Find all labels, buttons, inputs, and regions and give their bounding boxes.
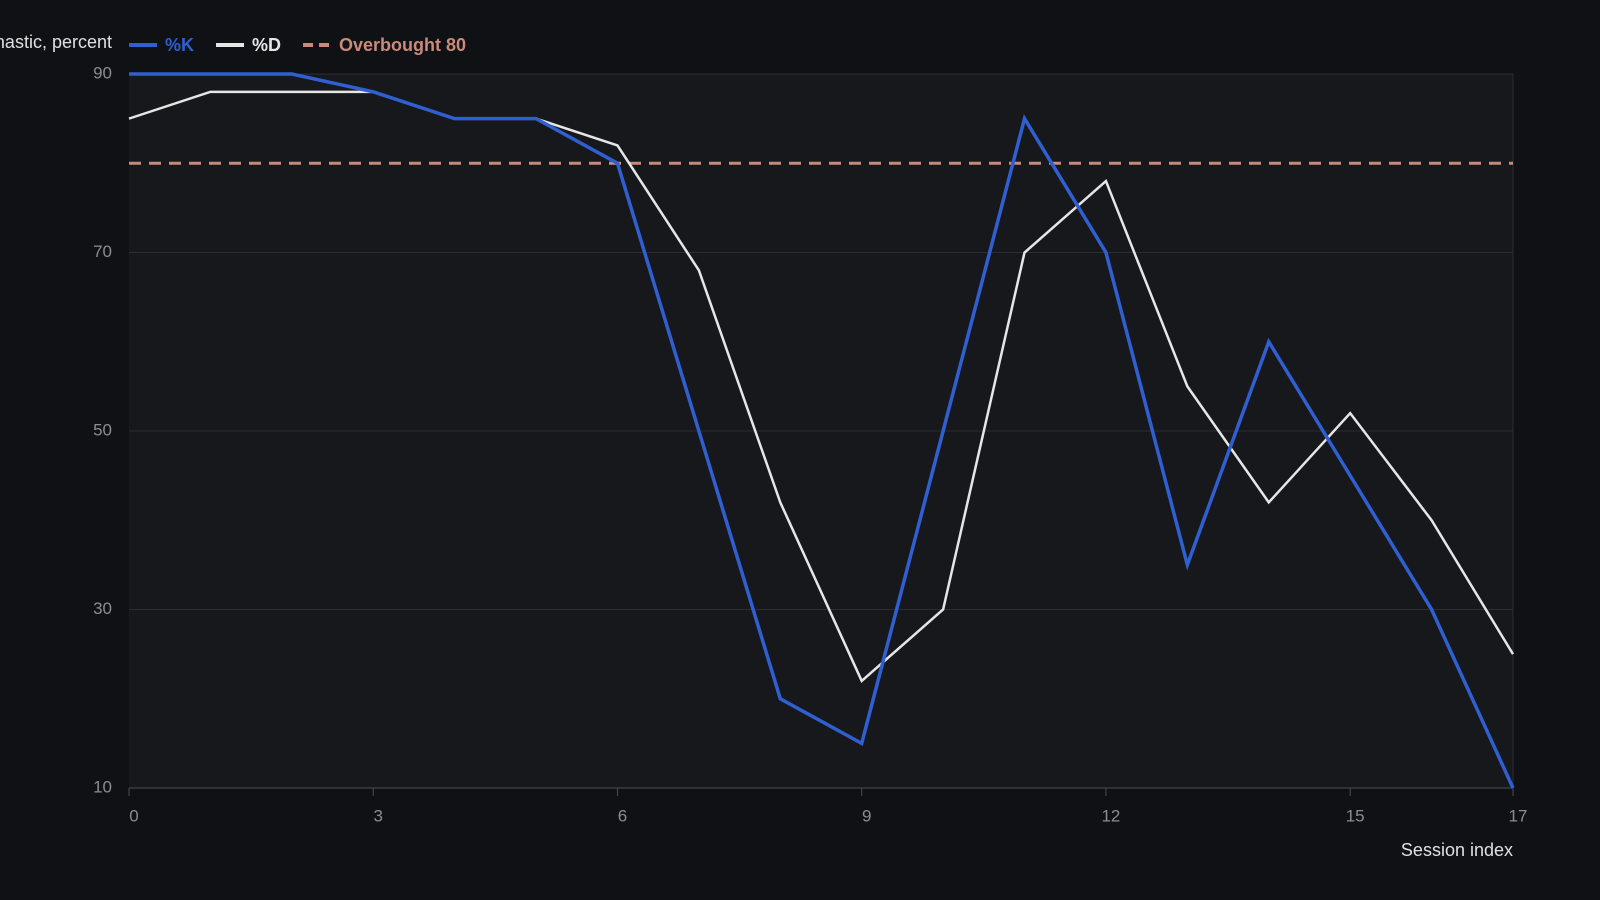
legend-label: %K (165, 35, 194, 55)
series-line (129, 72, 1515, 789)
y-tick-label: 50 (93, 420, 112, 439)
x-tick-label: 15 (1346, 806, 1365, 825)
x-tick-label: 9 (862, 806, 871, 825)
y-tick-label: 70 (93, 242, 112, 261)
x-tick-label: 6 (618, 806, 627, 825)
y-axis-label: Stochastic, percent (0, 32, 112, 52)
x-tick-label: 17 (1509, 806, 1528, 825)
legend-label: %D (252, 35, 281, 55)
x-tick-label: 3 (374, 806, 383, 825)
x-tick-label: 0 (129, 806, 138, 825)
y-tick-label: 30 (93, 599, 112, 618)
y-tick-label: 10 (93, 777, 112, 796)
x-tick-label: 12 (1101, 806, 1120, 825)
series-line (128, 90, 1515, 683)
x-axis-label: Session index (1401, 840, 1513, 860)
y-tick-label: 90 (93, 63, 112, 82)
legend-label: Overbought 80 (339, 35, 466, 55)
